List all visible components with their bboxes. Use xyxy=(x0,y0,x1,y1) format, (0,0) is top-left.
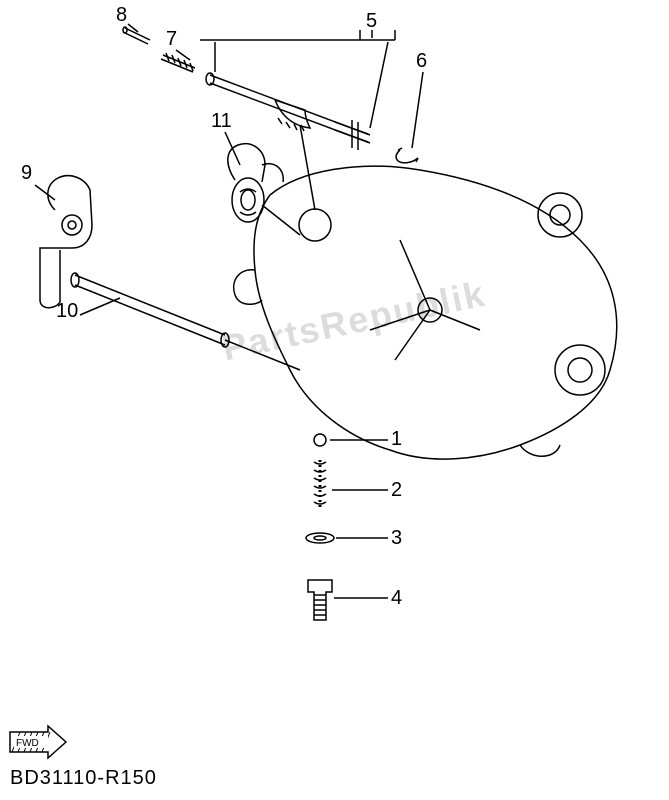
callout-10: 10 xyxy=(56,300,78,323)
callout-9: 9 xyxy=(21,162,32,185)
callout-5: 5 xyxy=(366,10,377,33)
exploded-parts-diagram: PartsRepublik xyxy=(0,0,669,800)
callout-11: 11 xyxy=(211,110,232,133)
diagram-svg xyxy=(0,0,669,800)
callout-7: 7 xyxy=(166,28,177,51)
fwd-badge: FWD xyxy=(8,724,68,760)
callout-3: 3 xyxy=(391,527,402,550)
callout-8: 8 xyxy=(116,4,127,27)
callout-1: 1 xyxy=(391,428,402,451)
fwd-text: FWD xyxy=(16,738,39,749)
callout-6: 6 xyxy=(416,50,427,73)
callout-4: 4 xyxy=(391,587,402,610)
callout-2: 2 xyxy=(391,479,402,502)
diagram-part-number: BD31110-R150 xyxy=(10,767,157,790)
